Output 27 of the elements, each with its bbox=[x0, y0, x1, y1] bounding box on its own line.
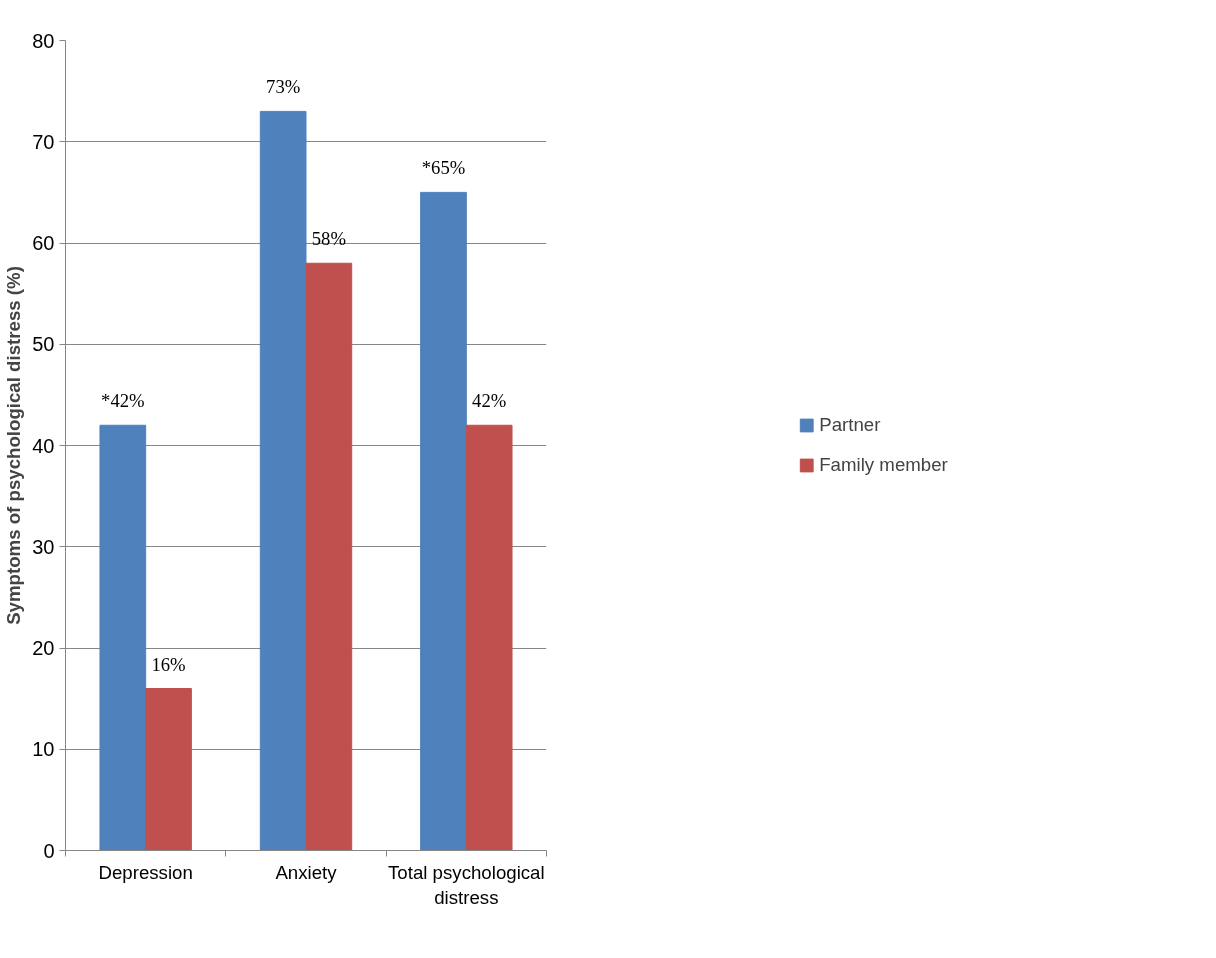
y-tick-label: 20 bbox=[32, 637, 55, 659]
y-tick-label: 80 bbox=[32, 29, 55, 52]
y-tick-label: 30 bbox=[32, 535, 55, 558]
legend-label: Partner bbox=[819, 414, 881, 436]
data-label: 42% bbox=[472, 390, 507, 412]
x-tick-label: Depression bbox=[98, 861, 193, 883]
x-tick-label: Total psychological distress bbox=[388, 861, 545, 908]
y-tick-label: 70 bbox=[32, 130, 55, 153]
bar bbox=[259, 110, 307, 851]
x-tick-label: Anxiety bbox=[275, 861, 338, 883]
data-label: 58% bbox=[311, 228, 346, 250]
bar bbox=[99, 424, 147, 851]
y-tick-label: 10 bbox=[32, 738, 55, 761]
bar bbox=[420, 191, 467, 851]
bar bbox=[465, 424, 513, 851]
legend-label: Family member bbox=[819, 454, 948, 476]
data-label: *42% bbox=[101, 390, 145, 412]
y-tick-label: 40 bbox=[32, 434, 55, 457]
y-tick-label: 60 bbox=[32, 232, 55, 254]
data-label: *65% bbox=[421, 157, 466, 179]
y-tick-label: 50 bbox=[32, 333, 55, 356]
y-tick-label: 0 bbox=[43, 839, 55, 862]
data-label: 73% bbox=[266, 76, 301, 98]
data-label: 16% bbox=[151, 653, 186, 675]
y-axis-title: Symptoms of psychological distress (%) bbox=[3, 266, 25, 625]
bar bbox=[305, 262, 353, 851]
bar bbox=[145, 688, 192, 851]
